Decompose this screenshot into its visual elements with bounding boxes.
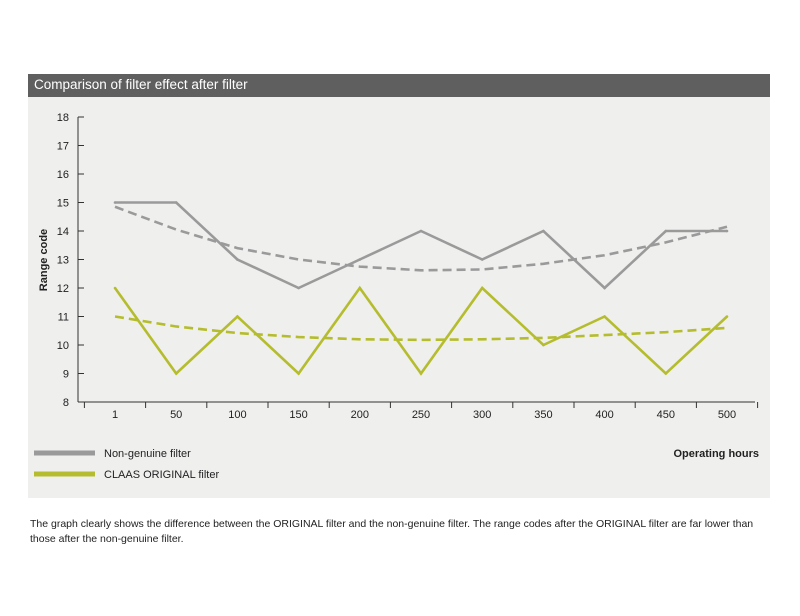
claas-original-point [664, 372, 668, 375]
y-tick-label: 18 [57, 112, 69, 124]
y-tick-label: 8 [63, 397, 69, 409]
non-genuine-point [603, 286, 606, 290]
y-tick-label: 12 [57, 283, 69, 295]
y-tick-label: 11 [58, 312, 69, 324]
y-tick-label: 13 [57, 255, 69, 267]
non-genuine-point [236, 258, 239, 261]
x-tick-label: 500 [718, 409, 736, 421]
claas-original-point [419, 372, 423, 375]
non-genuine-point [113, 201, 117, 204]
claas-original-point [542, 343, 545, 347]
claas-original-point [236, 315, 239, 318]
caption: The graph clearly shows the difference b… [30, 518, 754, 545]
non-genuine-series-line [115, 201, 727, 290]
claas-original-legend-label: CLAAS ORIGINAL filter [104, 469, 219, 481]
non-genuine-point [542, 229, 545, 233]
x-tick-label: 1 [112, 409, 118, 421]
x-tick-label: 100 [228, 409, 246, 421]
x-tick-label: 50 [170, 409, 182, 421]
claas-original-point [113, 286, 117, 290]
non-genuine-point [174, 201, 178, 204]
x-tick-label: 300 [473, 409, 491, 421]
non-genuine-point [358, 258, 362, 261]
non-genuine-point [725, 229, 729, 233]
x-tick-label: 400 [595, 409, 613, 421]
y-tick-label: 10 [57, 340, 69, 352]
x-tick-label: 200 [351, 409, 369, 421]
y-tick-label: 17 [57, 141, 69, 153]
y-tick-label: 14 [57, 226, 69, 238]
y-tick-label: 16 [57, 169, 69, 181]
claas-original-point [603, 315, 606, 318]
x-tick-label: 250 [412, 409, 430, 421]
chart-panel [28, 74, 770, 498]
non-genuine-legend-label: Non-genuine filter [104, 448, 191, 460]
non-genuine-point [297, 286, 300, 290]
x-tick-label: 450 [657, 409, 675, 421]
non-genuine-point [664, 229, 668, 233]
chart-title-bar: Comparison of filter effect after filter [28, 74, 770, 97]
claas-original-point [725, 315, 729, 318]
y-tick-label: 9 [63, 369, 69, 381]
claas-original-point [174, 372, 178, 375]
y-tick-label: 15 [57, 198, 69, 210]
non-genuine-point [419, 229, 423, 233]
non-genuine-point [480, 258, 484, 261]
claas-original-point [480, 286, 484, 290]
chart-title: Comparison of filter effect after filter [34, 77, 248, 92]
x-axis-label: Operating hours [673, 448, 759, 460]
claas-original-trend-line [114, 315, 728, 342]
claas-original-point [358, 286, 362, 290]
x-tick-label: 350 [534, 409, 552, 421]
non-genuine-trend-line [114, 205, 728, 272]
y-axis-label: Range code [38, 229, 50, 291]
x-tick-label: 150 [289, 409, 307, 421]
claas-original-point [297, 372, 300, 375]
